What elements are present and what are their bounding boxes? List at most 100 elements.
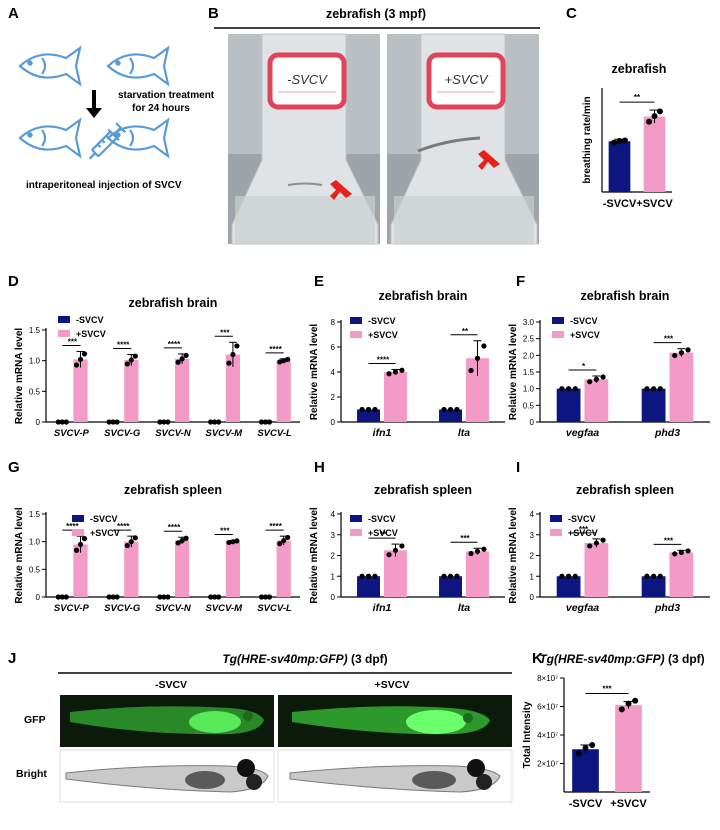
syringe-icon xyxy=(88,122,127,160)
legend-label: -SVCV xyxy=(76,315,104,325)
data-point xyxy=(651,386,657,392)
data-point xyxy=(59,594,65,600)
panel-label-d: D xyxy=(8,273,19,290)
data-point xyxy=(234,343,240,349)
photo-left: -SVCV xyxy=(228,33,380,245)
row-label: GFP xyxy=(24,714,46,726)
y-axis-label: Total Intensity xyxy=(522,701,533,768)
y-tick-label: 0.5 xyxy=(523,401,535,410)
data-point xyxy=(262,594,269,600)
panel-label-k: K xyxy=(532,650,543,667)
y-axis-label: Relative mRNA level xyxy=(14,328,25,425)
data-point xyxy=(399,367,405,373)
data-point xyxy=(175,359,181,365)
data-point xyxy=(63,594,69,600)
legend-label: +SVCV xyxy=(368,330,398,340)
legend-swatch xyxy=(350,331,362,338)
category-label: phd3 xyxy=(654,427,680,439)
data-point xyxy=(73,362,80,368)
y-tick-label: 1 xyxy=(530,572,535,581)
data-point xyxy=(266,594,273,600)
data-point xyxy=(359,573,365,579)
category-label: ifn1 xyxy=(373,602,392,614)
y-tick-label: 2 xyxy=(331,393,336,402)
category-label: vegfaa xyxy=(566,427,599,439)
chart-title: zebrafish spleen xyxy=(374,483,472,497)
category-label: SVCV-G xyxy=(104,428,141,439)
chart-title: zebrafish brain xyxy=(129,296,218,310)
panel-label-b: B xyxy=(208,5,219,22)
bar-plus-svcv xyxy=(584,379,609,422)
bar-plus-svcv xyxy=(466,551,489,597)
data-point xyxy=(651,573,657,579)
category-label: -SVCV xyxy=(569,798,603,810)
legend-label: +SVCV xyxy=(76,329,106,339)
significance-stars: **** xyxy=(168,523,181,532)
data-point xyxy=(644,573,650,579)
y-tick-label: 2.5 xyxy=(523,335,535,344)
data-point xyxy=(208,419,214,425)
data-point xyxy=(572,386,578,392)
data-point xyxy=(55,419,61,425)
y-tick-label: 4 xyxy=(331,510,336,519)
chart-c: zebrafish breathing rate/min -SVCV +SVCV ** xyxy=(582,62,673,210)
data-point xyxy=(685,548,691,554)
chart-e: zebrafish brain 0 2 4 6 8 Relative mRNA level *… xyxy=(309,289,505,439)
legend-swatch xyxy=(58,330,70,337)
chart-d: zebrafish brain 0 0.5 1.0 1.5 Relative mRNA l… xyxy=(14,296,300,439)
significance-stars: *** xyxy=(579,525,589,534)
bar-minus-svcv xyxy=(357,409,380,422)
significance-stars: *** xyxy=(602,685,612,694)
photo-right: +SVCV xyxy=(387,33,539,245)
y-tick-label: 1.5 xyxy=(29,510,41,519)
data-point xyxy=(161,594,167,600)
category-label: +SVCV xyxy=(610,798,647,810)
bar-plus-svcv xyxy=(124,541,139,597)
y-tick-label: 2 xyxy=(331,552,336,561)
panel-label-g: G xyxy=(8,459,20,476)
data-point xyxy=(656,108,663,115)
data-point xyxy=(216,419,222,425)
chart-title: zebrafish xyxy=(612,62,667,76)
data-point xyxy=(114,419,120,425)
data-point xyxy=(481,343,487,349)
y-tick-label: 3 xyxy=(530,531,535,540)
bar-minus-svcv xyxy=(439,409,462,422)
bright-image-right xyxy=(277,749,513,803)
data-point xyxy=(454,406,460,413)
data-point xyxy=(216,594,222,600)
chart-k: Tg(HRE-sv40mp:GFP) (3 dpf) 2×10⁷ 4×10⁷ 6×10… xyxy=(522,652,705,810)
flask-label: +SVCV xyxy=(445,72,489,87)
data-point xyxy=(672,551,678,557)
data-point xyxy=(566,386,572,392)
data-point xyxy=(258,419,265,425)
y-axis-label: Relative mRNA level xyxy=(14,507,25,604)
y-tick-label: 2.0 xyxy=(523,351,535,360)
significance-stars: *** xyxy=(664,536,674,545)
step-text: for 24 hours xyxy=(132,103,190,114)
y-tick-label: 0 xyxy=(36,418,41,427)
y-tick-label: 1.5 xyxy=(29,326,41,335)
bar-minus-svcv xyxy=(556,576,581,597)
data-point xyxy=(175,540,181,546)
bar-minus-svcv xyxy=(357,576,380,597)
chart-title: zebrafish spleen xyxy=(124,483,222,497)
category-label: SVCV-M xyxy=(205,603,243,614)
data-point xyxy=(625,700,632,707)
row-label: Bright xyxy=(16,768,47,780)
bright-image-left xyxy=(59,749,275,803)
data-point xyxy=(672,352,678,359)
data-point xyxy=(81,351,88,357)
category-label: lta xyxy=(458,427,470,439)
significance-stars: ** xyxy=(380,530,387,539)
data-point xyxy=(157,594,163,600)
bar-plus-svcv xyxy=(175,540,190,597)
chart-h: zebrafish spleen 0 1 2 3 4 Relative mRNA level… xyxy=(309,483,505,614)
data-point xyxy=(600,374,606,380)
y-tick-label: 0.5 xyxy=(29,387,41,396)
y-tick-label: 0 xyxy=(331,418,336,427)
bar-plus-svcv xyxy=(643,116,666,192)
gfp-image-right xyxy=(278,695,512,747)
bar-plus-svcv xyxy=(466,358,489,422)
